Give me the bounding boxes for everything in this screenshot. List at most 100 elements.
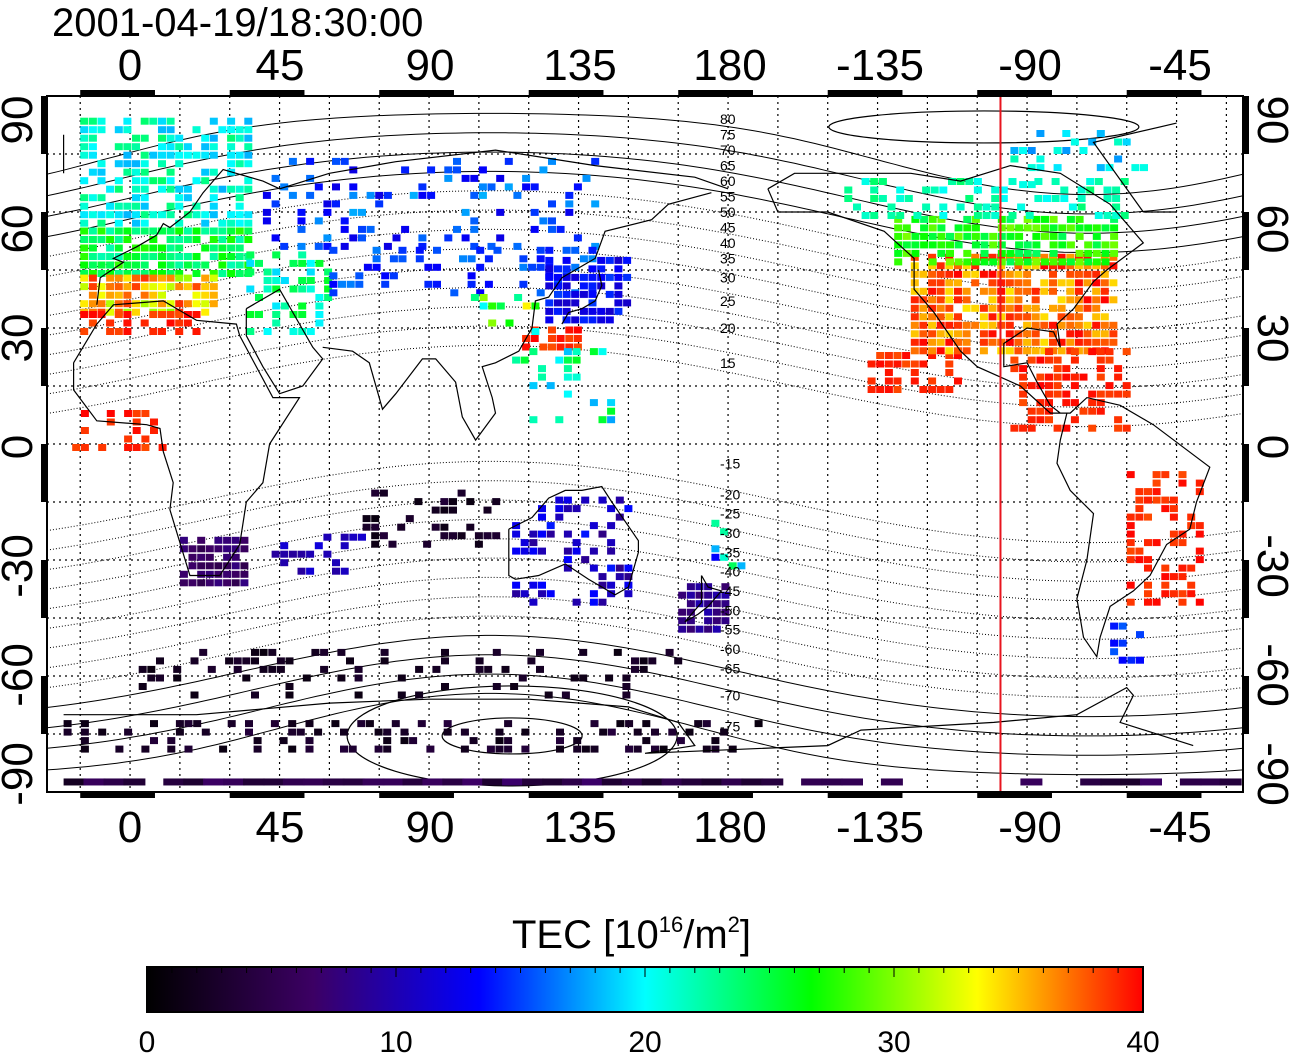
contour-label-column: 8075706560555045403530252015-15-20-25-30…: [720, 111, 740, 734]
tec-cell: [358, 533, 366, 541]
tec-cell: [123, 143, 132, 151]
bottom-lon-tick: 45: [256, 803, 305, 852]
tec-cell: [440, 506, 449, 514]
tec-cell: [132, 274, 140, 282]
tec-cell: [240, 545, 249, 553]
tec-cell: [1049, 304, 1057, 312]
tec-cell: [668, 728, 677, 736]
tec-cell: [114, 300, 123, 308]
tec-cell: [166, 168, 175, 176]
tec-cell: [1195, 522, 1204, 530]
tec-cell: [244, 134, 253, 142]
tec-cell: [97, 117, 106, 125]
tec-cell: [538, 581, 546, 589]
tec-cell: [704, 625, 713, 633]
tec-cell: [302, 778, 325, 786]
tec-cell: [338, 280, 346, 288]
tec-cell: [140, 219, 149, 227]
tec-cell: [512, 547, 521, 555]
tec-cell: [141, 745, 150, 753]
tec-cell: [1005, 347, 1014, 355]
tec-cell: [1101, 224, 1110, 232]
tec-cell: [589, 598, 598, 606]
tec-cell: [340, 242, 349, 250]
tec-cell: [1112, 212, 1121, 219]
tec-cell: [149, 211, 158, 219]
tec-cell: [1040, 279, 1049, 287]
tec-cell: [556, 343, 565, 351]
tec-cell: [218, 270, 227, 277]
tec-cell: [711, 553, 720, 561]
tec-cell: [106, 253, 115, 260]
tec-cell: [1006, 249, 1015, 257]
tec-cell: [97, 177, 106, 185]
tec-cell: [622, 683, 631, 690]
tec-cell: [140, 283, 149, 291]
tec-cell: [323, 200, 332, 208]
tec-cell: [132, 134, 140, 142]
tec-cell: [183, 319, 192, 327]
tec-cell: [563, 348, 572, 356]
tec-cell: [381, 280, 390, 288]
tec-cell: [478, 166, 487, 174]
tec-cell: [1109, 253, 1118, 261]
tec-cell: [140, 261, 149, 269]
tec-cell: [910, 287, 919, 295]
contour-label: -60: [720, 641, 740, 657]
tec-cell: [235, 219, 244, 227]
tec-cell: [1178, 479, 1187, 487]
contour-label: 55: [720, 189, 736, 205]
tec-cell: [158, 227, 166, 235]
tec-cell: [132, 270, 140, 277]
tec-cell: [337, 648, 346, 656]
tec-cell: [721, 778, 744, 786]
frame-bar-bottom: [528, 792, 604, 798]
tec-cell: [1100, 279, 1109, 287]
tec-cell: [1066, 296, 1075, 304]
tec-cell: [1074, 287, 1083, 295]
tec-cell: [132, 160, 140, 168]
tec-cell: [1062, 373, 1071, 381]
tec-cell: [1077, 186, 1086, 194]
tec-cell: [607, 522, 616, 530]
tec-cell: [132, 211, 140, 219]
tec-cell: [928, 296, 937, 304]
tec-cell: [701, 778, 724, 786]
contour-label: -25: [720, 506, 740, 522]
tec-cell: [1008, 212, 1017, 219]
tec-cell: [235, 160, 244, 168]
tec-cell: [945, 262, 954, 270]
tec-cell: [244, 227, 253, 235]
tec-cell: [1049, 270, 1057, 278]
tec-cell: [158, 291, 166, 299]
tec-cell: [588, 273, 597, 281]
tec-cell: [1079, 407, 1088, 415]
tec-cell: [821, 778, 844, 786]
tec-cell: [936, 287, 945, 295]
tec-cell: [349, 183, 358, 191]
tec-cell: [114, 283, 123, 291]
tec-cell: [114, 143, 123, 151]
tec-cell: [340, 567, 349, 575]
tec-cell: [936, 347, 945, 355]
tec-cell: [158, 311, 166, 318]
tec-cell: [97, 211, 106, 219]
tec-cell: [358, 208, 366, 216]
tec-cell: [1114, 416, 1123, 424]
tec-cell: [624, 573, 633, 581]
tec-cell: [562, 256, 571, 264]
tec-cell: [1161, 496, 1170, 504]
tec-cell: [124, 410, 133, 417]
tec-cell: [192, 283, 201, 291]
tec-cell: [1019, 382, 1028, 390]
tec-cell: [937, 232, 946, 240]
tec-cell: [475, 665, 484, 673]
tec-cell: [971, 253, 980, 261]
tec-cell: [936, 330, 945, 338]
contour-label: 35: [720, 250, 736, 266]
tec-cell: [147, 665, 156, 673]
tec-cell: [400, 728, 409, 736]
tec-cell: [728, 562, 737, 570]
tec-cell: [158, 244, 166, 252]
tec-cell: [893, 377, 902, 385]
